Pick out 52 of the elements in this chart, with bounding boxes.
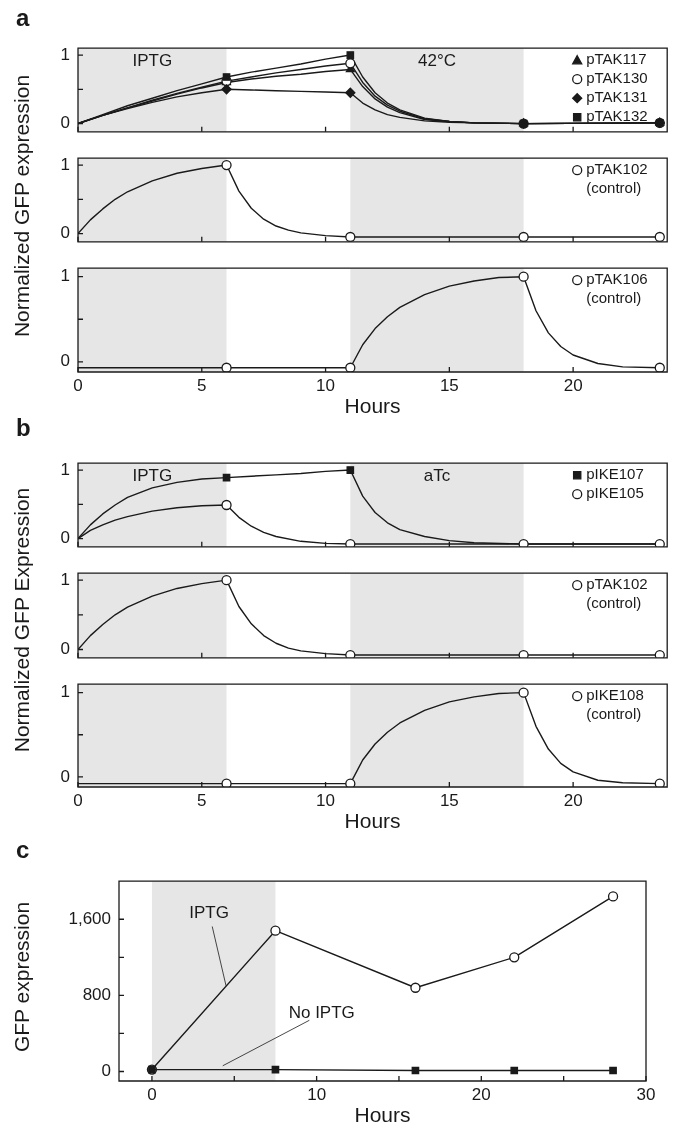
chart-title: c (16, 836, 30, 864)
x-tick-label: 15 (439, 375, 459, 395)
y-axis-title: Normalized GFP Expression (10, 487, 34, 753)
x-tick-label: 0 (147, 1084, 157, 1104)
y-tick-label: 1 (60, 569, 70, 589)
x-tick-label: 10 (307, 1084, 327, 1104)
y-tick-label: 0 (60, 528, 70, 548)
legend-label: pTAK102 (control) (586, 160, 648, 197)
chart-title: b (16, 414, 31, 442)
y-tick-label: 0 (101, 1061, 111, 1081)
y-tick-label: 0 (60, 639, 70, 659)
legend-label: pIKE107 (586, 465, 644, 483)
band-label: IPTG (132, 51, 173, 71)
x-axis-title: Hours (344, 809, 401, 833)
y-tick-label: 800 (82, 985, 111, 1005)
band-label: 42°C (417, 51, 456, 71)
y-tick-label: 1 (60, 44, 70, 64)
legend-label: pIKE105 (586, 484, 644, 502)
legend-label: pTAK117 (586, 50, 647, 68)
legend-label: pTAK106 (control) (586, 270, 648, 307)
x-tick-label: 5 (197, 375, 207, 395)
y-tick-label: 1 (60, 682, 70, 702)
x-tick-label: 5 (197, 790, 207, 810)
y-tick-label: 1,600 (68, 908, 111, 928)
y-tick-label: 0 (60, 113, 70, 133)
x-axis-title: Hours (354, 1103, 411, 1127)
x-tick-label: 20 (471, 1084, 491, 1104)
legend-label: pTAK132 (586, 107, 648, 125)
legend-label: pTAK102 (control) (586, 575, 648, 612)
x-axis-title: Hours (344, 394, 401, 418)
x-tick-label: 10 (316, 375, 336, 395)
annotation: No IPTG (288, 1003, 355, 1023)
y-tick-label: 0 (60, 766, 70, 786)
x-tick-label: 20 (563, 375, 583, 395)
band-label: aTc (423, 466, 451, 486)
y-axis-title: GFP expression (10, 901, 34, 1053)
chart-title: a (16, 4, 30, 32)
x-tick-label: 10 (316, 790, 336, 810)
y-tick-label: 1 (60, 459, 70, 479)
annotation: IPTG (189, 902, 229, 922)
y-tick-label: 1 (60, 266, 70, 286)
x-tick-label: 20 (563, 790, 583, 810)
y-tick-label: 1 (60, 154, 70, 174)
x-tick-label: 15 (439, 790, 459, 810)
legend-label: pTAK130 (586, 69, 648, 87)
y-axis-title: Normalized GFP expression (10, 74, 34, 338)
x-tick-label: 30 (636, 1084, 656, 1104)
y-tick-label: 0 (60, 223, 70, 243)
y-tick-label: 0 (60, 351, 70, 371)
legend-label: pIKE108 (control) (586, 686, 644, 723)
band-label: IPTG (132, 466, 173, 486)
legend-label: pTAK131 (586, 88, 648, 106)
